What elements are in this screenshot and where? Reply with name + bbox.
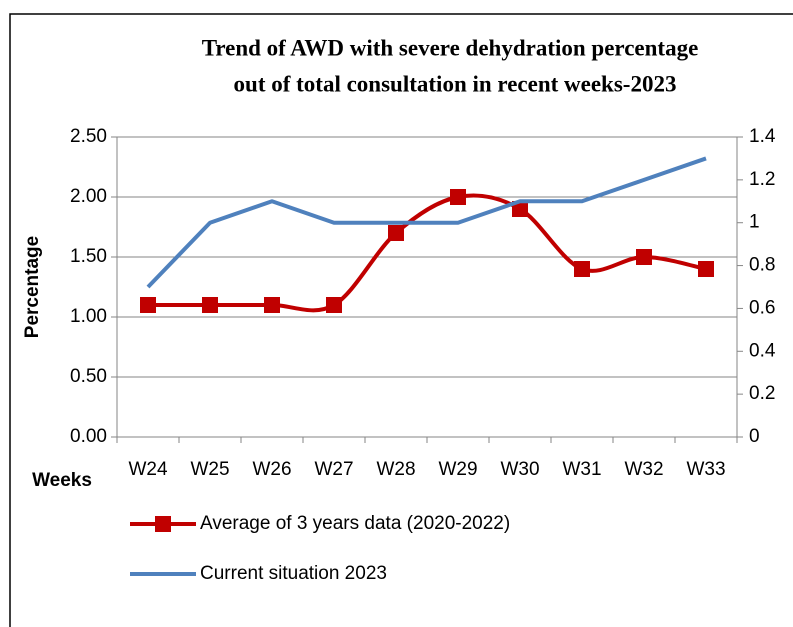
legend-marker: [155, 516, 171, 532]
x-tick-label: W32: [624, 459, 663, 480]
series-line: [148, 193, 707, 313]
chart-title: out of total consultation in recent week…: [234, 71, 677, 96]
chart-frame: [9, 13, 793, 627]
legend-label: Average of 3 years data (2020-2022): [200, 513, 510, 534]
x-tick-label: W26: [252, 459, 291, 480]
marker: [388, 225, 404, 241]
x-tick-label: W29: [438, 459, 477, 480]
y-axis-label: Percentage: [22, 236, 43, 338]
y2-tick-label: 0.8: [749, 255, 775, 276]
y2-tick-label: 1: [749, 212, 760, 233]
x-tick-label: W28: [376, 459, 415, 480]
y-tick-label: 2.00: [70, 186, 107, 207]
marker: [140, 297, 156, 313]
y-tick-label: 2.50: [70, 126, 107, 147]
y2-tick-label: 0.6: [749, 297, 775, 318]
marker: [450, 189, 466, 205]
x-tick-label: W33: [686, 459, 725, 480]
y-tick-label: 0.00: [70, 426, 107, 447]
y2-tick-label: 1.2: [749, 169, 775, 190]
y2-tick-label: 0: [749, 426, 760, 447]
chart-title: Trend of AWD with severe dehydration per…: [202, 35, 699, 60]
marker: [636, 249, 652, 265]
legend-label: Current situation 2023: [200, 563, 387, 584]
x-tick-label: W30: [500, 459, 539, 480]
marker: [512, 201, 528, 217]
y-tick-label: 0.50: [70, 366, 107, 387]
marker: [698, 261, 714, 277]
x-tick-label: W27: [314, 459, 353, 480]
x-axis-label: Weeks: [32, 470, 92, 491]
x-tick-label: W24: [128, 459, 168, 480]
y2-tick-label: 1.4: [749, 126, 776, 147]
y2-tick-label: 0.4: [749, 340, 776, 361]
marker: [326, 297, 342, 313]
y-tick-label: 1.00: [70, 306, 107, 327]
y-tick-label: 1.50: [70, 246, 107, 267]
y2-tick-label: 0.2: [749, 383, 775, 404]
x-tick-label: W25: [190, 459, 229, 480]
marker: [264, 297, 280, 313]
series-line: [146, 156, 707, 289]
marker: [574, 261, 590, 277]
marker: [202, 297, 218, 313]
x-tick-label: W31: [562, 459, 601, 480]
